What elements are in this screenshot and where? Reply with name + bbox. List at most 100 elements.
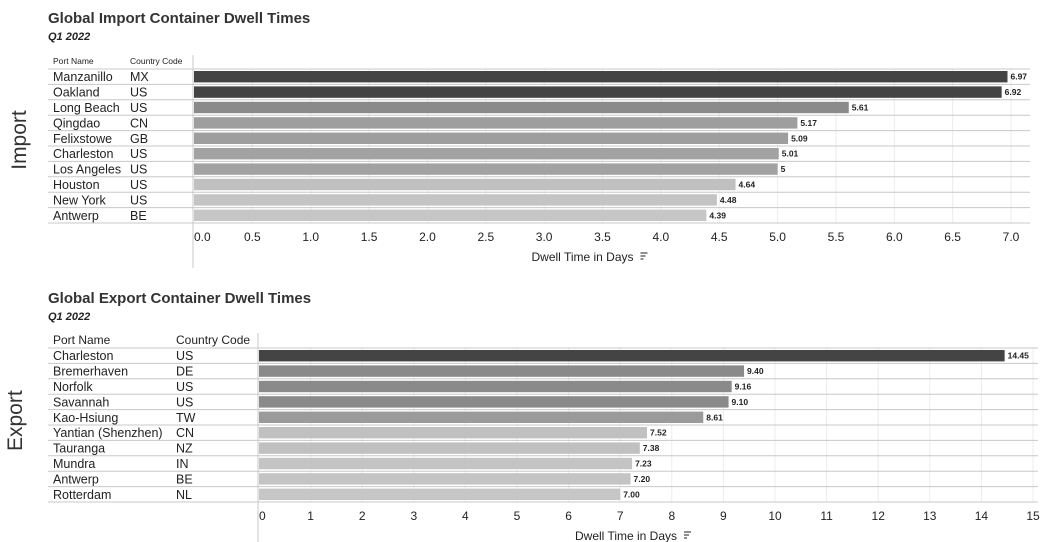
sort-icon[interactable] <box>684 531 691 539</box>
export-x-tick-label: 0 <box>259 509 266 523</box>
export-bar-value-label: 7.20 <box>634 474 651 484</box>
export-bar <box>259 350 1005 362</box>
import-x-tick-label: 4.0 <box>653 230 670 244</box>
export-bar <box>259 473 631 485</box>
import-bar-value-label: 6.97 <box>1010 72 1027 82</box>
export-bar <box>259 488 621 500</box>
import-bar-value-label: 5.61 <box>852 103 869 113</box>
import-country-code: US <box>130 163 147 177</box>
import-chart-subtitle: Q1 2022 <box>48 31 91 43</box>
export-bar-value-label: 7.00 <box>623 489 640 499</box>
import-bar <box>194 209 707 221</box>
export-x-tick-label: 15 <box>1026 509 1040 523</box>
import-bar <box>194 148 779 160</box>
import-x-tick-label: 1.0 <box>302 230 319 244</box>
export-x-tick-label: 5 <box>514 509 521 523</box>
export-port-name: Yantian (Shenzhen) <box>53 426 163 440</box>
import-bar-value-label: 5.01 <box>782 149 799 159</box>
export-x-tick-label: 13 <box>923 509 937 523</box>
export-x-tick-label: 11 <box>820 509 833 523</box>
import-bar <box>194 86 1002 98</box>
import-header-port-name: Port Name <box>53 56 94 66</box>
export-bar <box>259 365 745 377</box>
export-x-tick-label: 12 <box>872 509 886 523</box>
export-bar <box>259 396 729 408</box>
export-x-tick-label: 3 <box>410 509 417 523</box>
export-country-code: US <box>176 380 193 394</box>
export-bar <box>259 457 633 470</box>
export-port-name: Norfolk <box>53 380 93 394</box>
import-country-code: MX <box>130 70 149 84</box>
import-country-code: US <box>130 193 147 207</box>
export-country-code: IN <box>176 457 189 471</box>
export-bar-value-label: 14.45 <box>1008 351 1030 361</box>
export-x-tick-label: 8 <box>668 509 675 523</box>
import-port-name: Felixstowe <box>53 132 112 146</box>
import-x-tick-label: 2.5 <box>477 230 494 244</box>
import-bar-value-label: 4.64 <box>739 180 756 190</box>
import-country-code: CN <box>130 116 148 130</box>
import-bar-value-label: 4.39 <box>709 210 726 220</box>
export-port-name: Antwerp <box>53 472 99 486</box>
export-x-tick-label: 4 <box>462 509 469 523</box>
export-country-code: US <box>176 349 193 363</box>
import-bar-value-label: 5.17 <box>800 118 817 128</box>
import-x-tick-label: 1.5 <box>361 230 378 244</box>
import-x-tick-label: 3.0 <box>536 230 553 244</box>
import-bar-value-label: 4.48 <box>720 195 737 205</box>
import-x-tick-label: 3.5 <box>594 230 611 244</box>
import-x-tick-label: 2.0 <box>419 230 436 244</box>
import-country-code: US <box>130 101 147 115</box>
import-country-code: US <box>130 178 147 192</box>
export-x-tick-label: 9 <box>720 509 727 523</box>
export-bar-value-label: 7.38 <box>643 443 660 453</box>
import-x-axis-label: Dwell Time in Days <box>531 250 633 264</box>
import-port-name: Manzanillo <box>53 70 113 84</box>
import-bar <box>194 178 736 191</box>
export-x-tick-label: 14 <box>975 509 989 523</box>
import-x-tick-label: 6.5 <box>944 230 961 244</box>
import-x-tick-label: 5.5 <box>828 230 845 244</box>
import-country-code: BE <box>130 209 147 223</box>
import-x-tick-label: 5.0 <box>769 230 786 244</box>
import-bar <box>194 101 849 114</box>
export-country-code: CN <box>176 426 194 440</box>
export-country-code: TW <box>176 411 196 425</box>
import-port-name: Qingdao <box>53 116 100 130</box>
export-port-name: Bremerhaven <box>53 365 128 379</box>
export-port-name: Kao-Hsiung <box>53 411 118 425</box>
import-bar-value-label: 5.09 <box>791 133 808 143</box>
import-x-tick-label: 0.5 <box>244 230 261 244</box>
export-country-code: DE <box>176 365 193 379</box>
export-country-code: NL <box>176 488 192 502</box>
export-bar-value-label: 7.23 <box>635 459 652 469</box>
export-chart-subtitle: Q1 2022 <box>48 311 91 323</box>
sort-icon[interactable] <box>640 252 648 260</box>
import-country-code: US <box>130 86 147 100</box>
import-bar <box>194 132 789 144</box>
export-header-port-name: Port Name <box>53 333 111 347</box>
import-port-name: Antwerp <box>53 209 99 223</box>
export-port-name: Rotterdam <box>53 488 111 502</box>
export-bar <box>259 380 732 393</box>
export-bar-value-label: 7.52 <box>650 428 667 438</box>
import-bar <box>194 117 798 129</box>
import-port-name: Houston <box>53 178 100 192</box>
export-bar-value-label: 9.16 <box>735 382 752 392</box>
import-bar-value-label: 6.92 <box>1005 87 1022 97</box>
export-chart-title: Global Export Container Dwell Times <box>48 290 312 307</box>
export-bar <box>259 442 640 454</box>
export-x-axis-label: Dwell Time in Days <box>575 529 677 542</box>
import-port-name: New York <box>53 193 107 207</box>
export-bar-value-label: 8.61 <box>706 412 723 422</box>
export-country-code: BE <box>176 472 193 486</box>
import-x-tick-label: 7.0 <box>1003 230 1020 244</box>
import-bar-value-label: 5 <box>781 164 786 174</box>
export-header-country-code: Country Code <box>176 333 250 347</box>
import-header-country-code: Country Code <box>130 56 183 66</box>
export-port-name: Savannah <box>53 395 109 409</box>
import-x-tick-label: 4.5 <box>711 230 728 244</box>
import-bar <box>194 71 1008 83</box>
export-bar <box>259 427 648 439</box>
